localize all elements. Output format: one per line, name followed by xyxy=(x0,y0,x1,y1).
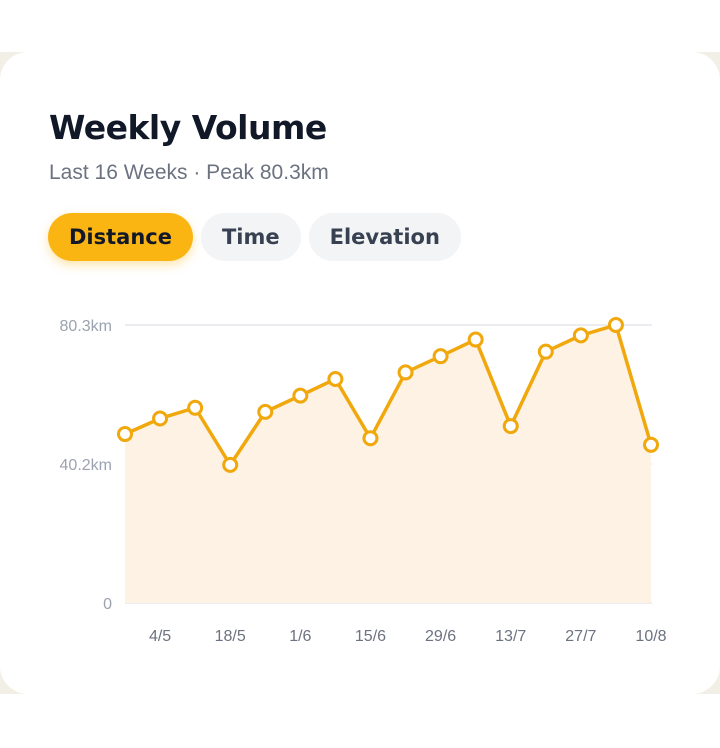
x-tick-label: 27/7 xyxy=(565,628,596,645)
data-point xyxy=(607,317,624,333)
data-point xyxy=(327,371,344,388)
tab-time[interactable]: Time xyxy=(200,213,301,261)
data-point xyxy=(432,348,449,365)
metric-tabs: Distance Time Elevation xyxy=(48,213,461,261)
x-axis-labels: 4/5 18/5 1/6 15/6 29/6 13/7 27/7 10/8 xyxy=(149,628,667,645)
x-tick-label: 15/6 xyxy=(355,628,386,645)
weekly-volume-chart: 0 40.2km 80.3km 4/5 18/5 1/6 15/6 29/6 13/7 27/7… xyxy=(60,317,667,645)
x-tick-label: 18/5 xyxy=(215,628,246,645)
x-tick-label: 4/5 xyxy=(149,628,171,645)
data-point xyxy=(362,430,379,447)
data-point xyxy=(187,399,204,416)
data-point xyxy=(502,418,519,435)
line-layer xyxy=(123,323,653,467)
series-line xyxy=(123,323,653,467)
data-point xyxy=(572,327,589,344)
y-axis-labels: 0 40.2km 80.3km xyxy=(60,318,113,613)
area-fill-layer xyxy=(125,325,651,603)
x-tick-label: 29/6 xyxy=(425,628,456,645)
x-tick-label: 10/8 xyxy=(635,628,666,645)
data-point xyxy=(117,426,133,443)
y-tick-label: 40.2km xyxy=(60,457,112,474)
y-tick-label: 80.3km xyxy=(60,318,112,335)
data-point xyxy=(397,364,414,381)
tab-elevation[interactable]: Elevation xyxy=(308,213,461,261)
data-point xyxy=(537,343,554,360)
y-tick-label: 0 xyxy=(103,596,112,613)
tab-distance[interactable]: Distance xyxy=(48,213,193,261)
data-point xyxy=(292,387,309,404)
data-point xyxy=(222,456,239,473)
data-point xyxy=(643,436,659,453)
background-top xyxy=(0,0,720,52)
x-tick-label: 1/6 xyxy=(289,628,311,645)
data-point xyxy=(467,331,484,348)
x-tick-label: 13/7 xyxy=(495,628,526,645)
card-subtitle: Last 16 Weeks · Peak 80.3km xyxy=(49,161,329,184)
background-bottom xyxy=(0,694,720,748)
card-title: Weekly Volume xyxy=(49,108,327,147)
data-points xyxy=(117,317,659,473)
data-point xyxy=(152,410,169,427)
data-point xyxy=(257,403,274,420)
area-fill xyxy=(125,325,651,603)
